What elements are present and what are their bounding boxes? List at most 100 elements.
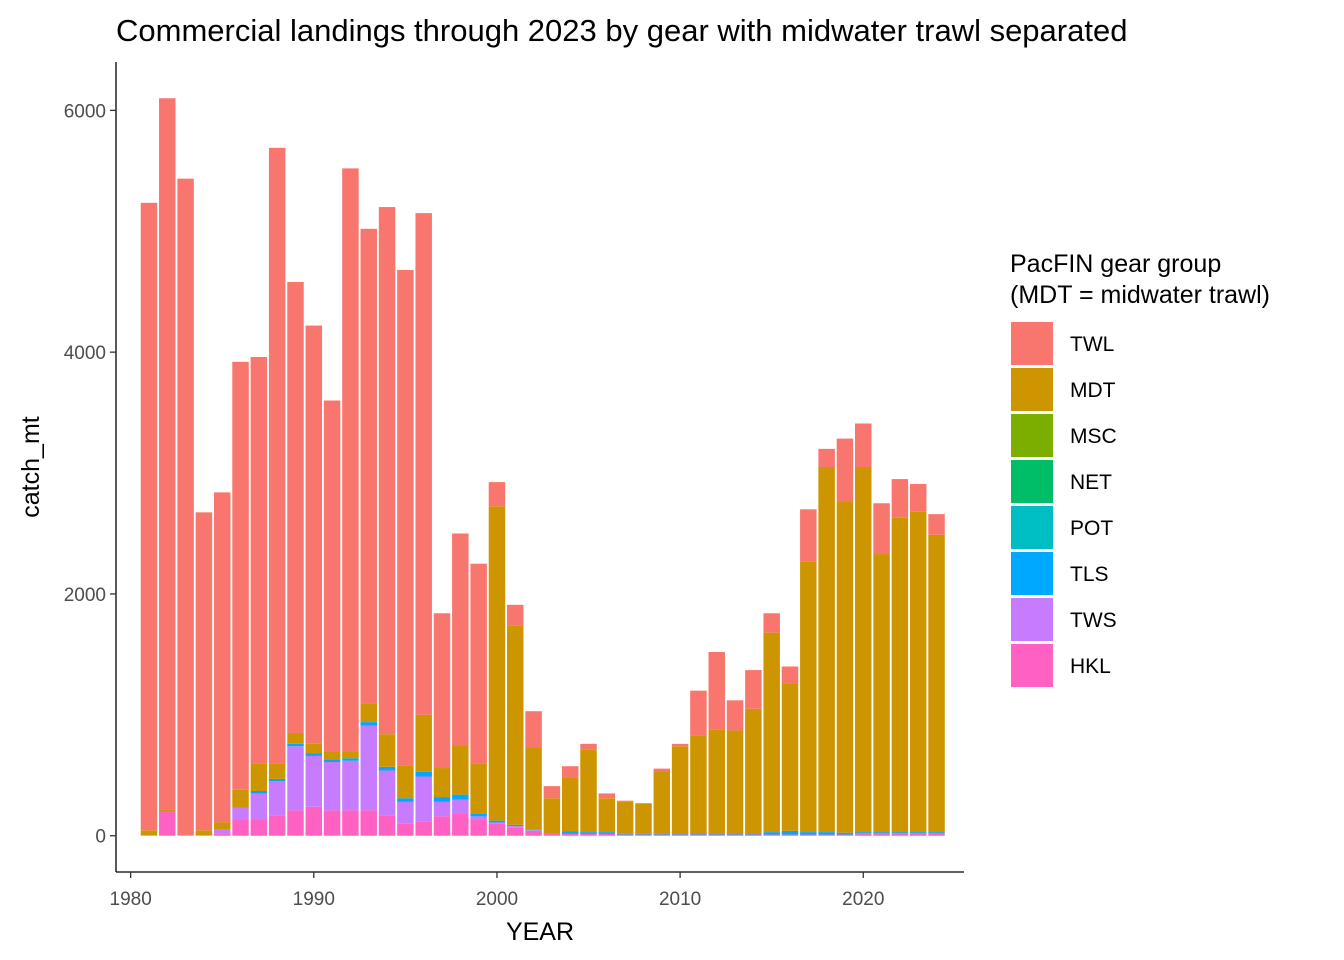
bar-twl-1982 <box>159 98 176 810</box>
legend-key-pot <box>1011 506 1053 549</box>
bar-hkl-2001 <box>507 827 524 836</box>
bar-twl-1983 <box>177 178 194 836</box>
bar-mdt-2007 <box>616 801 634 834</box>
bar-tls-1992 <box>342 758 359 761</box>
bar-hkl-1998 <box>452 813 469 836</box>
y-tick-label: 4000 <box>64 343 106 364</box>
bar-mdt-2010 <box>671 746 689 834</box>
bar-tls-2018 <box>818 832 835 835</box>
x-tick-label: 2020 <box>842 889 884 910</box>
x-axis-title: YEAR <box>506 918 574 946</box>
bar-tws-1991 <box>323 761 341 811</box>
bar-mdt-1996 <box>415 714 432 772</box>
legend-key-twl <box>1011 322 1053 365</box>
bar-twl-2017 <box>800 509 817 562</box>
bar-twl-1987 <box>250 356 268 764</box>
bar-hkl-1994 <box>378 815 396 836</box>
chart-title: Commercial landings through 2023 by gear… <box>116 13 1127 48</box>
bar-tls-2009 <box>653 833 671 835</box>
bar-tws-1999 <box>470 816 487 821</box>
bar-tls-2011 <box>690 833 707 835</box>
bar-mdt-2023 <box>909 511 927 833</box>
bar-tls-2008 <box>635 833 652 835</box>
bar-twl-2013 <box>726 700 744 731</box>
bar-tls-2017 <box>800 832 817 835</box>
bar-tws-1987 <box>250 793 268 821</box>
bar-tws-1996 <box>415 776 432 822</box>
bar-tls-2004 <box>561 831 579 834</box>
bar-hkl-1987 <box>250 820 268 836</box>
bar-tls-1993 <box>360 722 377 726</box>
bar-hkl-2024 <box>928 833 945 836</box>
bar-twl-2000 <box>488 482 506 507</box>
bar-mdt-1987 <box>250 763 268 791</box>
bar-twl-2010 <box>671 743 689 747</box>
bar-tws-2002 <box>525 830 542 831</box>
bar-tls-2013 <box>726 833 744 835</box>
bar-twl-2007 <box>616 800 634 802</box>
bar-twl-2024 <box>928 514 945 535</box>
bar-hkl-1981 <box>140 835 158 836</box>
bar-hkl-2022 <box>891 833 909 836</box>
x-tick-label: 2010 <box>659 889 701 910</box>
bar-hkl-1997 <box>433 816 451 836</box>
bar-twl-1993 <box>360 228 377 704</box>
bar-tws-1986 <box>232 807 249 821</box>
bar-tws-2001 <box>507 826 524 828</box>
bar-hkl-1983 <box>177 835 194 836</box>
bar-tls-1997 <box>433 797 451 802</box>
bar-mdt-2022 <box>891 517 909 833</box>
bar-hkl-2007 <box>616 834 634 836</box>
legend-label-tls: TLS <box>1070 563 1109 586</box>
bar-twl-2005 <box>580 743 597 750</box>
bar-hkl-2015 <box>763 834 780 836</box>
bar-mdt-1986 <box>232 789 249 808</box>
bar-twl-1985 <box>213 492 231 823</box>
bar-tls-2016 <box>781 830 799 835</box>
bar-twl-1981 <box>140 202 158 831</box>
bar-mdt-1998 <box>452 745 469 795</box>
bar-tls-1999 <box>470 813 487 817</box>
bar-hkl-2023 <box>909 833 927 836</box>
bar-mdt-1988 <box>268 763 286 779</box>
bar-hkl-1984 <box>195 835 213 836</box>
bar-tls-1988 <box>268 778 286 782</box>
bar-twl-1997 <box>433 613 451 769</box>
bar-twl-1996 <box>415 213 432 715</box>
bar-twl-2004 <box>561 766 579 778</box>
bar-twl-2021 <box>873 503 890 555</box>
bar-twl-2001 <box>507 604 524 626</box>
bar-twl-2003 <box>543 786 561 799</box>
bar-tls-2012 <box>708 833 725 835</box>
bar-mdt-1989 <box>287 732 304 744</box>
legend-key-mdt <box>1011 368 1053 411</box>
legend-label-tws: TWS <box>1070 609 1117 632</box>
x-tick-label: 1990 <box>293 889 335 910</box>
bar-twl-2018 <box>818 448 835 467</box>
bar-twl-1995 <box>397 269 414 766</box>
bar-mdt-2014 <box>745 708 762 834</box>
bar-tws-1985 <box>213 829 231 834</box>
x-axis-ticks: 1980 1990 2000 2010 2020 <box>110 872 884 910</box>
bar-twl-2015 <box>763 613 780 633</box>
bar-hkl-2021 <box>873 833 890 836</box>
bar-mdt-1982 <box>159 809 176 812</box>
bar-mdt-1992 <box>342 751 359 759</box>
bar-twl-1989 <box>287 282 304 733</box>
bar-tls-2019 <box>836 832 854 835</box>
bar-hkl-2000 <box>488 823 506 836</box>
bar-hkl-1995 <box>397 823 414 836</box>
y-tick-label: 0 <box>95 827 106 848</box>
bar-twl-1984 <box>195 512 213 831</box>
bar-hkl-2016 <box>781 834 799 836</box>
bar-mdt-2006 <box>598 798 616 833</box>
legend-key-tws <box>1011 598 1053 641</box>
legend-label-msc: MSC <box>1070 425 1117 448</box>
bar-mdt-1991 <box>323 751 341 760</box>
bar-mdt-2017 <box>800 561 817 833</box>
bar-tws-1990 <box>305 755 323 807</box>
bar-tls-2002 <box>525 829 542 831</box>
legend-label-twl: TWL <box>1070 333 1114 356</box>
bar-tls-1995 <box>397 798 414 802</box>
bar-mdt-2018 <box>818 467 835 833</box>
